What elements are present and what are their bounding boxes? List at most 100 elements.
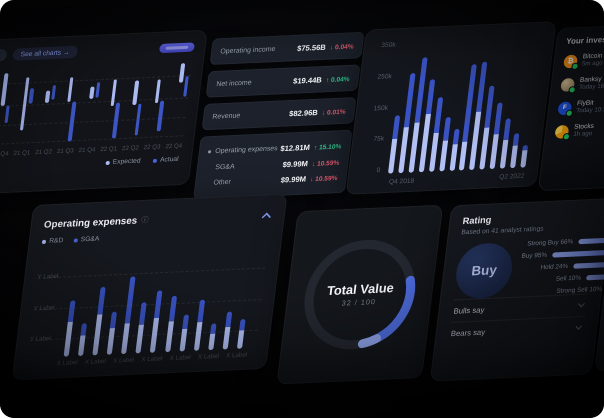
- x-axis-label: 22 Q4: [164, 143, 183, 151]
- info-icon[interactable]: ⓘ: [140, 216, 149, 225]
- stacked-bar: [121, 251, 139, 355]
- opex-chart-plot: Y Label Y Label Y Label: [28, 245, 268, 358]
- asset-subtitle: 5m ago: [581, 60, 603, 68]
- range-bar: [3, 106, 10, 124]
- bar-segment-light: [408, 122, 420, 173]
- bar-group: [40, 67, 59, 145]
- rating-row-bar: [585, 273, 604, 281]
- legend-dot-icon: [73, 237, 78, 243]
- expenses-row-sga: SG&A $9.99M ↓ 10.59%: [206, 157, 340, 172]
- bar-segment-light: [448, 143, 458, 171]
- bar-segment-rd: [121, 322, 131, 355]
- investing-item-text: Banksy · PFPToday 16:10: [579, 75, 604, 91]
- legend-item-sga: SG&A: [73, 235, 100, 243]
- bar-segment-dark: [392, 115, 401, 139]
- bears-say-row[interactable]: Bears say: [447, 315, 586, 345]
- bar-segment-sga: [97, 287, 106, 315]
- investing-list-item[interactable]: Banksy · PFPToday 16:10: [560, 73, 604, 94]
- bar-group: [172, 61, 191, 139]
- range-bar: [89, 86, 95, 100]
- rating-row-bar: [551, 248, 604, 258]
- stacked-bar: [236, 246, 255, 349]
- metric-value: $9.99M: [280, 174, 307, 185]
- gain-up-badge-icon: [568, 85, 577, 94]
- total-value-panel: Total Value 32 / 100: [276, 204, 444, 385]
- asset-name: Banksy · PFP: [579, 75, 604, 84]
- x-axis-label: 21 Q1: [13, 150, 31, 158]
- asset-name: FlyBit: [576, 99, 594, 108]
- range-bar: [28, 87, 34, 104]
- bar-segment-light: [398, 127, 409, 174]
- bar-segment-rd: [106, 327, 116, 355]
- range-chart-plot: [0, 61, 193, 149]
- bar-segment-dark: [433, 97, 443, 133]
- bar-segment-sga: [196, 299, 205, 323]
- metric-card-operating-expenses: Operating expenses $12.81M ↑ 15.10% SG&A…: [192, 129, 353, 200]
- operating-expenses-chart-panel: Operating expenses ⓘ R&D SG&A Y Label Y L…: [11, 193, 288, 381]
- metric-value: $75.56B: [296, 42, 327, 53]
- y-tick-label: 75k: [373, 135, 385, 144]
- x-axis-label: X Label: [141, 356, 163, 364]
- stacked-bar: [135, 250, 154, 354]
- metric-value: $12.81M: [279, 142, 311, 154]
- y-axis-label: Y Label: [29, 335, 52, 343]
- panel-title: Operating expenses: [43, 214, 138, 231]
- rating-row-bar: [577, 236, 604, 245]
- rating-distribution-row: Strong Buy 66%: [523, 236, 604, 248]
- asset-subtitle: Today 16:10: [578, 83, 604, 92]
- bar-segment-sga: [139, 301, 148, 325]
- bar-segment-sga: [67, 300, 76, 322]
- bar-segment-rd: [135, 324, 145, 354]
- bar-group: [106, 64, 125, 142]
- legend-dot-icon: [41, 239, 47, 244]
- stacked-bar: [178, 248, 197, 352]
- see-all-charts-button[interactable]: See all charts →: [11, 45, 79, 61]
- rating-row-label: Buy 95%: [521, 251, 548, 260]
- bears-say-label: Bears say: [450, 327, 486, 339]
- bar-segment-light: [499, 140, 509, 169]
- bar-segment-light: [387, 138, 398, 174]
- expenses-row-other: Other $9.99M ↓ 10.59%: [204, 173, 338, 188]
- range-bar: [94, 81, 101, 98]
- x-axis-label: 20 Q4: [0, 151, 9, 158]
- bar-segment-rd: [207, 333, 215, 351]
- bar-group: [128, 63, 147, 141]
- investing-list-item[interactable]: Stocks 1h ago: [554, 120, 604, 140]
- metric-change: ↓ 10.59%: [311, 159, 340, 168]
- bar-segment-light: [520, 149, 528, 168]
- fly-icon: F: [557, 100, 574, 117]
- financial-metrics-column: Operating income $75.56B ↓ 0.04% Net inc…: [192, 31, 365, 200]
- rating-row-bar: [572, 261, 604, 269]
- stacked-bar: [150, 250, 168, 353]
- chevron-down-icon: [575, 325, 582, 331]
- bar-segment-light: [438, 140, 448, 172]
- metric-change: ↓ 0.04%: [329, 42, 355, 52]
- accent-badge-button[interactable]: [159, 41, 196, 53]
- bar-segment-sga: [238, 318, 246, 331]
- y-tick-label: 250k: [377, 72, 393, 81]
- bar-segment-rd: [78, 335, 86, 357]
- rating-distribution: Strong Buy 66% Buy 95% Hold 24% Sell 10% Str…: [517, 236, 604, 297]
- collapse-chevron-up-icon[interactable]: [260, 205, 273, 224]
- x-axis-label: X Label: [84, 358, 107, 366]
- metric-change: ↓ 10.59%: [309, 174, 338, 184]
- investing-list-item[interactable]: ₿Bitcoin BTC5m ago: [563, 49, 604, 70]
- legend-label: Expected: [112, 157, 141, 166]
- investing-list-item[interactable]: F FlyBit Today 10:15: [557, 96, 604, 117]
- y-axis-label: Y Label: [33, 304, 55, 312]
- rating-verdict-badge: Buy: [453, 241, 516, 300]
- bar-segment-dark: [403, 73, 416, 128]
- legend-label: R&D: [48, 237, 64, 245]
- stacked-bar: [207, 247, 226, 351]
- bar-segment-sga: [125, 276, 136, 324]
- range-chart-legend: Expected Actual: [0, 156, 179, 174]
- expenses-filter-pill[interactable]: Expenses: [0, 48, 8, 64]
- bar-segment-light: [428, 132, 439, 172]
- bar-segment-rd: [92, 313, 103, 356]
- bar-segment-light: [479, 127, 490, 170]
- legend-dot-icon: [152, 158, 158, 163]
- legend-label: SG&A: [80, 235, 100, 244]
- asset-subtitle: 1h ago: [572, 130, 593, 138]
- metric-label: SG&A: [214, 162, 236, 171]
